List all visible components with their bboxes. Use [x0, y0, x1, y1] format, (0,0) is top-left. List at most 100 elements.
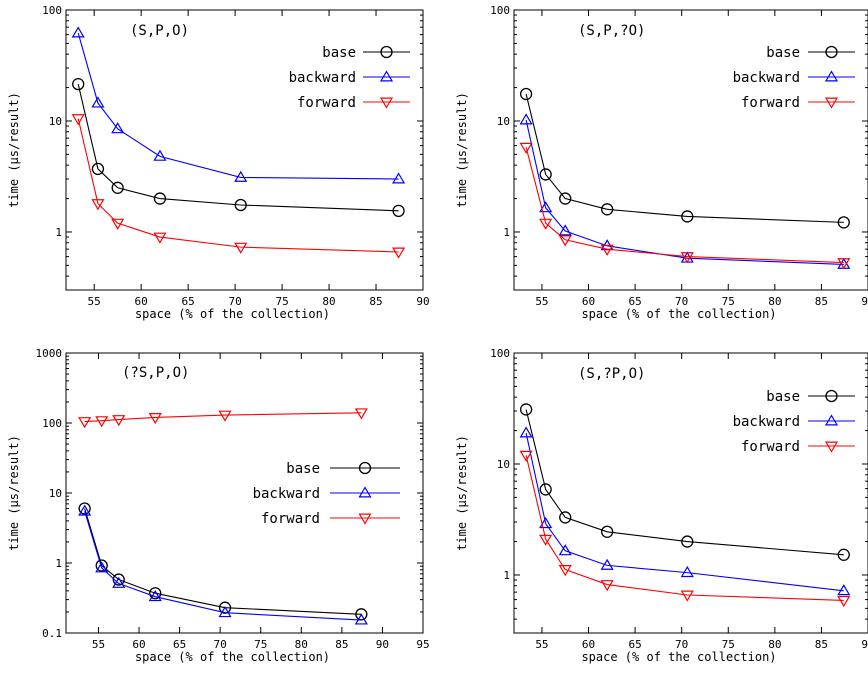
legend-marker-forward [358, 513, 372, 525]
data-point-backward [148, 590, 162, 602]
y-axis-label: time (µs/result) [7, 435, 21, 551]
y-tick-label: 1000 [36, 347, 63, 360]
data-point-base [681, 535, 694, 548]
x-tick-label: 85 [815, 638, 828, 651]
x-tick-label: 60 [582, 295, 595, 308]
data-point-forward [71, 114, 85, 126]
data-point-forward [519, 142, 533, 154]
data-point-forward [78, 417, 92, 429]
data-point-base [559, 511, 572, 524]
data-point-base [112, 573, 125, 586]
data-point-forward [837, 595, 851, 608]
x-tick-label: 65 [173, 638, 186, 651]
data-point-backward [539, 201, 553, 213]
data-point-base [78, 502, 91, 515]
panel-title: (S,P,?O) [578, 23, 645, 39]
y-tick-label: 10 [49, 115, 62, 128]
chart-panel: 55 60 65 70 75 80 85 90 1 10 100 space (% of the co… [455, 347, 868, 664]
data-point-forward [153, 232, 167, 244]
data-point-backward [558, 224, 572, 236]
y-tick-label: 1 [55, 557, 62, 570]
data-point-backward [153, 149, 167, 161]
data-point-base [153, 192, 167, 205]
data-point-forward [95, 416, 109, 428]
y-tick-label: 1 [503, 226, 510, 239]
series-line-base [525, 409, 844, 556]
legend-marker-forward [824, 97, 839, 109]
data-point-base [91, 162, 105, 176]
x-tick-label: 60 [582, 638, 595, 651]
data-point-backward [111, 122, 125, 134]
data-point-base [681, 210, 694, 223]
x-axis-label: space (% of the collection) [581, 650, 776, 664]
data-point-backward [519, 113, 533, 125]
y-tick-label: 10 [497, 115, 510, 128]
plot-frame [513, 352, 868, 634]
legend-marker-base [825, 45, 838, 59]
panel-title: (S,P,O) [130, 23, 189, 39]
series-line-backward [84, 511, 362, 621]
series-line-base [525, 93, 844, 223]
data-point-base [601, 525, 614, 538]
data-point-backward [354, 613, 368, 625]
legend: base backward forward [253, 461, 400, 527]
legend: base backward forward [289, 45, 410, 111]
y-tick-label: 1 [503, 569, 510, 582]
data-point-base [95, 559, 108, 572]
legend-label-base: base [766, 389, 800, 405]
x-tick-label: 90 [861, 295, 868, 308]
x-tick-label: 60 [135, 295, 148, 308]
data-point-backward [600, 558, 614, 570]
data-point-forward [600, 580, 614, 592]
data-point-backward [558, 544, 572, 556]
data-point-base [539, 168, 552, 181]
data-point-backward [680, 565, 694, 578]
data-point-base [559, 192, 572, 205]
x-tick-label: 80 [322, 295, 335, 308]
data-point-backward [218, 606, 232, 618]
x-tick-label: 60 [132, 638, 145, 651]
legend-label-forward: forward [297, 95, 356, 111]
legend-marker-backward [379, 70, 394, 82]
data-point-base [392, 204, 405, 217]
data-point-forward [148, 413, 162, 425]
x-tick-label: 75 [275, 295, 288, 308]
x-tick-label: 80 [768, 295, 781, 308]
legend-label-backward: backward [253, 486, 320, 502]
data-point-backward [78, 504, 92, 516]
panel-title: (?S,P,O) [122, 365, 189, 381]
y-tick-label: 100 [42, 4, 62, 17]
data-point-backward [539, 516, 553, 529]
data-point-forward [680, 252, 694, 264]
x-tick-label: 85 [369, 295, 382, 308]
x-tick-label: 55 [88, 295, 101, 308]
x-tick-label: 85 [815, 295, 828, 308]
x-tick-label: 55 [535, 295, 548, 308]
legend-marker-base [380, 45, 393, 59]
y-tick-label: 10 [497, 458, 510, 471]
x-tick-label: 65 [628, 295, 641, 308]
data-point-forward [234, 242, 248, 254]
y-tick-label: 1 [55, 226, 62, 239]
chart-panel: 55 60 65 70 75 80 85 90 1 10 100 space (% of the co… [455, 4, 868, 321]
x-tick-label: 80 [295, 638, 308, 651]
x-axis-label: space (% of the collection) [135, 307, 330, 321]
x-tick-label: 65 [628, 638, 641, 651]
x-tick-label: 80 [768, 638, 781, 651]
series-line-backward [525, 432, 844, 592]
x-axis-label: space (% of the collection) [135, 650, 330, 664]
legend-label-backward: backward [289, 70, 356, 86]
chart-panel: 55 60 65 70 75 80 85 90 1 10 100 space (% of the co… [7, 4, 430, 321]
data-point-base [539, 483, 552, 496]
legend: base backward forward [733, 389, 855, 455]
legend-label-backward: backward [733, 414, 800, 430]
data-point-forward [519, 450, 533, 462]
x-tick-label: 65 [182, 295, 195, 308]
x-axis-label: space (% of the collection) [581, 307, 776, 321]
series-line-forward [77, 118, 399, 253]
x-tick-label: 70 [675, 295, 688, 308]
legend-marker-backward [824, 414, 839, 426]
data-point-backward [392, 172, 406, 184]
y-tick-label: 100 [490, 4, 510, 17]
data-point-base [111, 181, 124, 194]
